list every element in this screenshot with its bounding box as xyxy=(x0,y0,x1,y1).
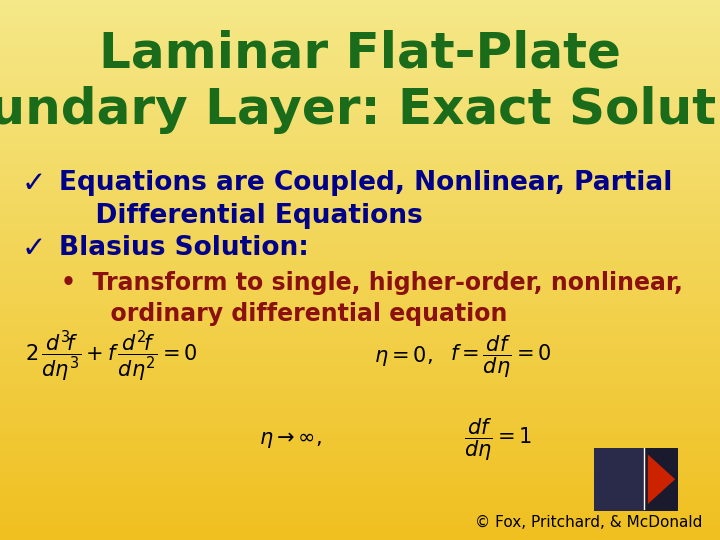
Text: $\eta = 0,$: $\eta = 0,$ xyxy=(374,345,433,368)
Text: •  Transform to single, higher-order, nonlinear,
      ordinary differential equ: • Transform to single, higher-order, non… xyxy=(61,271,683,326)
Text: Equations are Coupled, Nonlinear, Partial
    Differential Equations: Equations are Coupled, Nonlinear, Partia… xyxy=(59,170,672,229)
Text: $\eta \rightarrow \infty,$: $\eta \rightarrow \infty,$ xyxy=(259,430,322,450)
Text: © Fox, Pritchard, & McDonald: © Fox, Pritchard, & McDonald xyxy=(474,515,702,530)
Text: Blasius Solution:: Blasius Solution: xyxy=(59,235,309,261)
Polygon shape xyxy=(648,455,675,504)
Text: Boundary Layer: Exact Solution: Boundary Layer: Exact Solution xyxy=(0,86,720,134)
Text: Laminar Flat-Plate: Laminar Flat-Plate xyxy=(99,30,621,78)
Text: ✓: ✓ xyxy=(22,235,46,263)
Text: $f = \dfrac{df}{d\eta} = 0$: $f = \dfrac{df}{d\eta} = 0$ xyxy=(450,333,552,380)
Text: ✓: ✓ xyxy=(22,170,46,198)
Text: $\dfrac{df}{d\eta} = 1$: $\dfrac{df}{d\eta} = 1$ xyxy=(464,417,533,463)
Text: $2\,\dfrac{d^3\!f}{d\eta^3} + f\,\dfrac{d^2\!f}{d\eta^2} = 0$: $2\,\dfrac{d^3\!f}{d\eta^3} + f\,\dfrac{… xyxy=(25,329,198,384)
